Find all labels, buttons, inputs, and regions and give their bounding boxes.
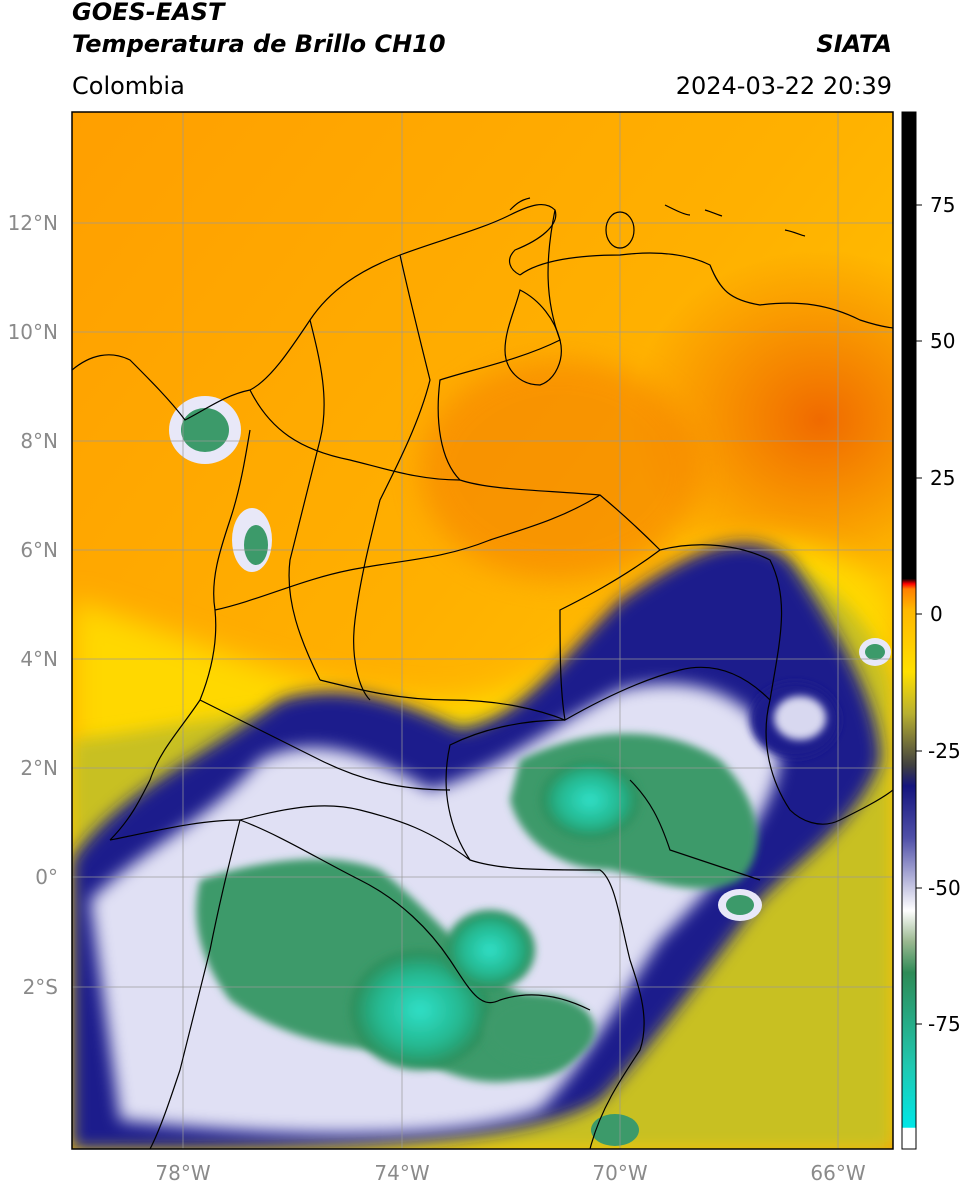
dept-line-5 xyxy=(319,679,566,721)
lat-label: 2°N xyxy=(20,756,58,780)
map-area xyxy=(72,112,893,1149)
colorbar-tick-label: -50 xyxy=(928,876,961,900)
warm-region xyxy=(630,250,893,590)
island-coast-bit xyxy=(509,197,531,211)
dept-line-3 xyxy=(249,389,461,481)
borders xyxy=(72,197,893,1149)
ecu-per-border xyxy=(149,819,241,1149)
lon-label: 78°W xyxy=(155,1161,210,1185)
lat-label: 4°N xyxy=(20,647,58,671)
lon-label: 66°W xyxy=(810,1161,865,1185)
colorbar xyxy=(901,111,917,1150)
col-ecu-per-border xyxy=(109,819,591,1011)
lon-label: 70°W xyxy=(592,1161,647,1185)
col-ven-border xyxy=(437,209,771,721)
dept-line-1 xyxy=(288,319,325,681)
colorbar-tick-label: 25 xyxy=(930,466,955,490)
col-bra-border xyxy=(445,719,645,1149)
colorbar-tick-label: 0 xyxy=(930,602,943,626)
lat-label: 8°N xyxy=(20,429,58,453)
colorbar-tick-label: -75 xyxy=(928,1012,961,1036)
island-bonaire xyxy=(704,209,723,217)
cloud-teal-core-1 xyxy=(350,950,490,1070)
warm-region-inner xyxy=(420,360,700,580)
lat-label: 12°N xyxy=(8,211,58,235)
pacific-coast xyxy=(109,429,251,841)
ven-bra-border xyxy=(659,544,893,825)
colorbar-labels: 75 50 25 0 -25 -50 -75 xyxy=(928,193,961,1036)
cloud-teal-core-3 xyxy=(540,760,640,840)
lake-maracaibo xyxy=(504,289,562,386)
cloud-teal-core-2 xyxy=(445,910,535,990)
cell-se-core xyxy=(726,895,754,915)
lon-axis: 78°W 74°W 70°W 66°W xyxy=(155,1161,865,1185)
colorbar-tick-label: 50 xyxy=(930,329,955,353)
colorbar-ticks xyxy=(916,204,922,1025)
colorbar-tick-label: -25 xyxy=(928,739,961,763)
map-frame xyxy=(71,111,894,1150)
timestamp-label: 2024-03-22 20:39 xyxy=(675,72,892,100)
lat-axis: 12°N 10°N 8°N 6°N 4°N 2°N 0° 2°S xyxy=(8,211,58,999)
agency-label: SIATA xyxy=(816,30,892,58)
dept-line-4 xyxy=(214,494,601,611)
lon-label: 74°W xyxy=(374,1161,429,1185)
island-margarita xyxy=(784,229,806,237)
brazil-line xyxy=(629,779,761,881)
lat-label: 0° xyxy=(35,865,58,889)
dept-line-7 xyxy=(239,805,471,861)
cell-gulf-core xyxy=(181,408,229,452)
cell-choco-core xyxy=(244,525,268,565)
colorbar-tick-label: 75 xyxy=(930,193,955,217)
satellite-title: GOES-EAST xyxy=(72,0,225,26)
cloud-green-south xyxy=(485,995,595,1065)
lat-label: 2°S xyxy=(23,975,58,999)
dept-line-2 xyxy=(353,254,431,701)
island-aruba-region xyxy=(605,211,635,249)
cell-east-core xyxy=(865,644,885,660)
lat-label: 6°N xyxy=(20,538,58,562)
region-label: Colombia xyxy=(72,72,185,100)
cell-east-white xyxy=(774,696,826,740)
product-title: Temperatura de Brillo CH10 xyxy=(72,30,446,58)
cell-south-core xyxy=(591,1114,639,1146)
lat-label: 10°N xyxy=(8,320,58,344)
island-curacao xyxy=(664,204,691,216)
dept-line-6 xyxy=(199,699,451,791)
graticule xyxy=(72,112,893,1149)
venezuela-coast xyxy=(519,252,893,329)
